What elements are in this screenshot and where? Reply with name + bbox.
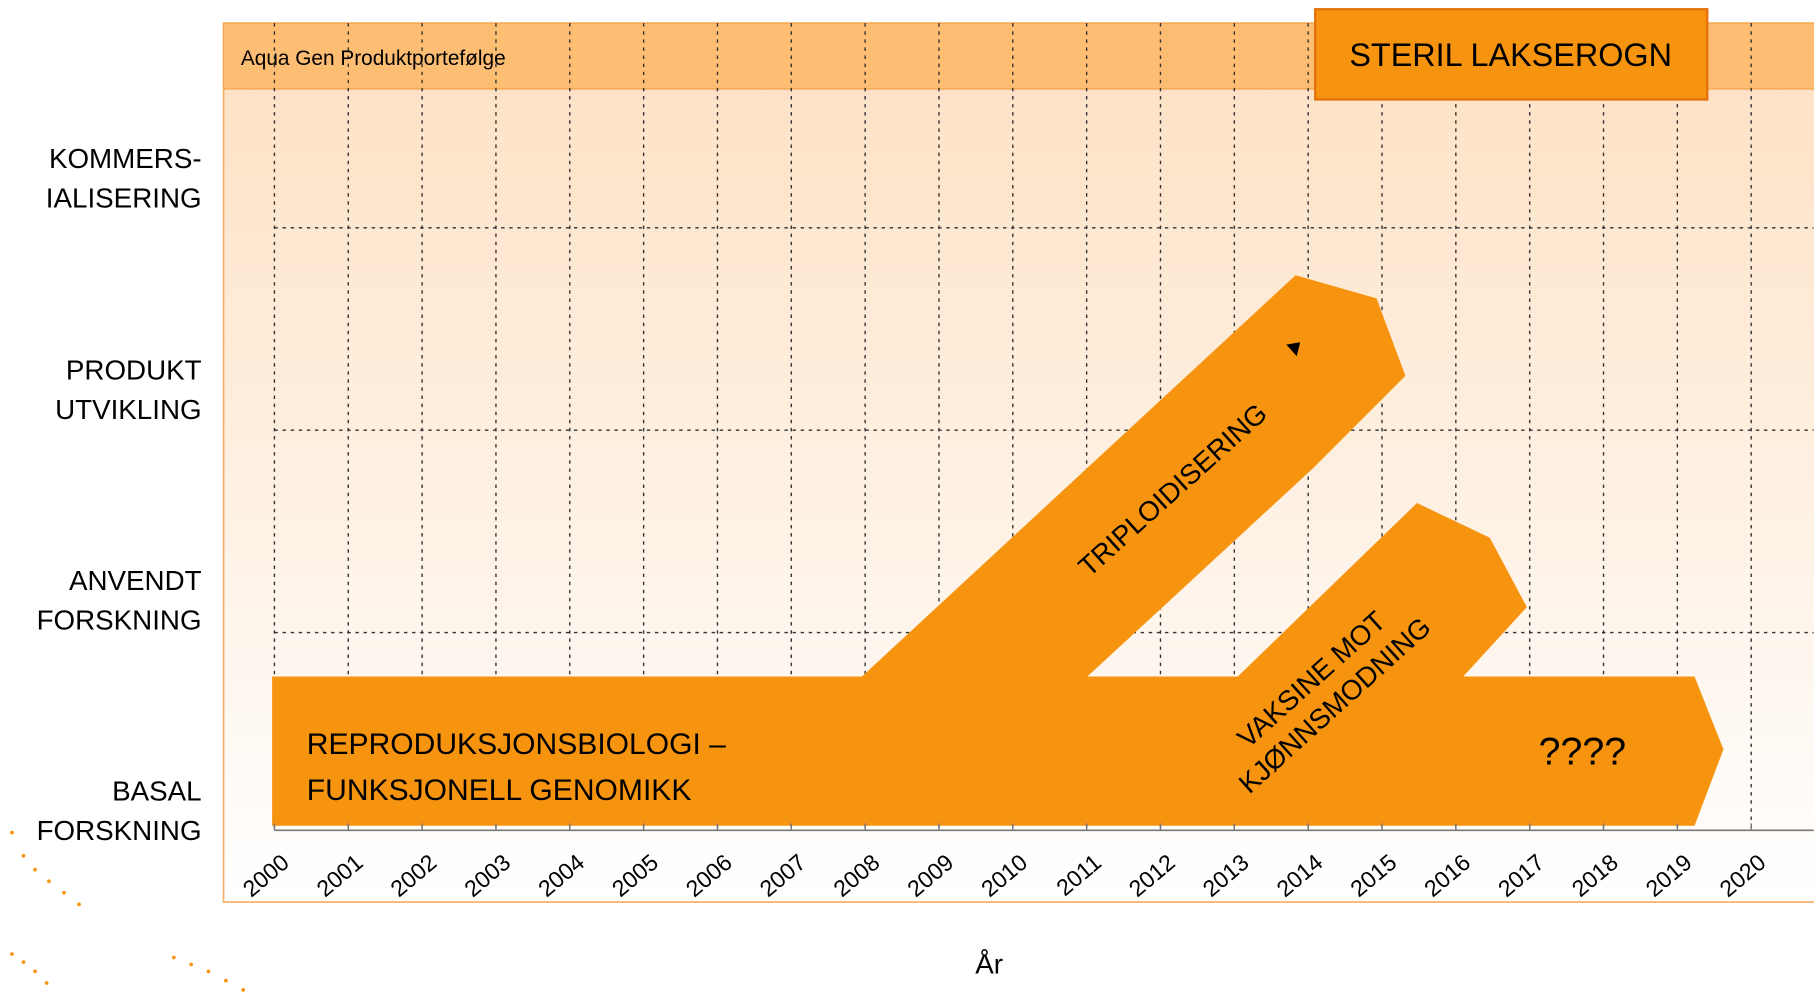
header-title: Aqua Gen Produktportefølge [241, 47, 506, 70]
stage-label: FORSKNING [37, 604, 202, 635]
marker [1286, 342, 1301, 357]
stage-label: PRODUKT [66, 355, 202, 386]
stage-label: ANVENDT [69, 565, 202, 596]
unknown-label: ???? [1539, 729, 1626, 773]
stage-label: UTVIKLING [55, 394, 202, 425]
stage-label: FORSKNING [37, 815, 202, 846]
stage-label: IALISERING [46, 182, 202, 213]
x-axis-title: År [975, 949, 1003, 980]
stage-label: KOMMERS- [49, 143, 202, 174]
main-label: REPRODUKSJONSBIOLOGI – [307, 728, 726, 761]
sterile-box-label: STERIL LAKSEROGN [1349, 37, 1672, 73]
main-arrow [272, 676, 1724, 826]
stage-label: BASAL [112, 776, 201, 807]
vaccine-arrow [1237, 503, 1527, 677]
triploid-arrow [861, 275, 1406, 677]
sterile-box [1314, 8, 1709, 101]
decoration [10, 830, 246, 992]
main-label: FUNKSJONELL GENOMIKK [307, 774, 692, 807]
